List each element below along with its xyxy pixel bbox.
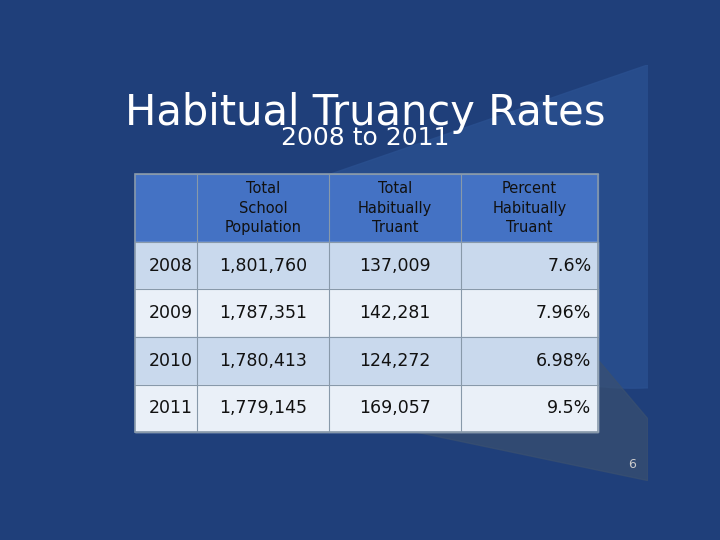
Bar — [135, 289, 598, 337]
Text: Total
School
Population: Total School Population — [225, 181, 302, 235]
Bar — [135, 384, 598, 432]
Text: 2011: 2011 — [149, 399, 193, 417]
Text: Percent
Habitually
Truant: Percent Habitually Truant — [492, 181, 567, 235]
Text: 9.5%: 9.5% — [547, 399, 591, 417]
Text: 6: 6 — [629, 458, 636, 471]
Polygon shape — [354, 195, 648, 481]
Text: 1,801,760: 1,801,760 — [220, 256, 307, 275]
Text: 169,057: 169,057 — [359, 399, 431, 417]
Bar — [135, 337, 598, 384]
Text: Habitual Truancy Rates: Habitual Truancy Rates — [125, 92, 606, 133]
Text: 2008 to 2011: 2008 to 2011 — [281, 126, 449, 150]
Text: 6.98%: 6.98% — [536, 352, 591, 370]
Text: 124,272: 124,272 — [359, 352, 431, 370]
Bar — [135, 174, 598, 242]
Text: 2009: 2009 — [148, 304, 193, 322]
Text: 142,281: 142,281 — [359, 304, 431, 322]
Bar — [135, 174, 598, 432]
Text: Total
Habitually
Truant: Total Habitually Truant — [358, 181, 432, 235]
Polygon shape — [327, 65, 720, 388]
Text: 7.6%: 7.6% — [547, 256, 591, 275]
Text: 1,779,145: 1,779,145 — [220, 399, 307, 417]
Text: 137,009: 137,009 — [359, 256, 431, 275]
Text: 1,787,351: 1,787,351 — [220, 304, 307, 322]
Bar — [135, 242, 598, 289]
Text: 2008: 2008 — [149, 256, 193, 275]
Text: 1,780,413: 1,780,413 — [220, 352, 307, 370]
Text: 2010: 2010 — [149, 352, 193, 370]
Text: 7.96%: 7.96% — [536, 304, 591, 322]
